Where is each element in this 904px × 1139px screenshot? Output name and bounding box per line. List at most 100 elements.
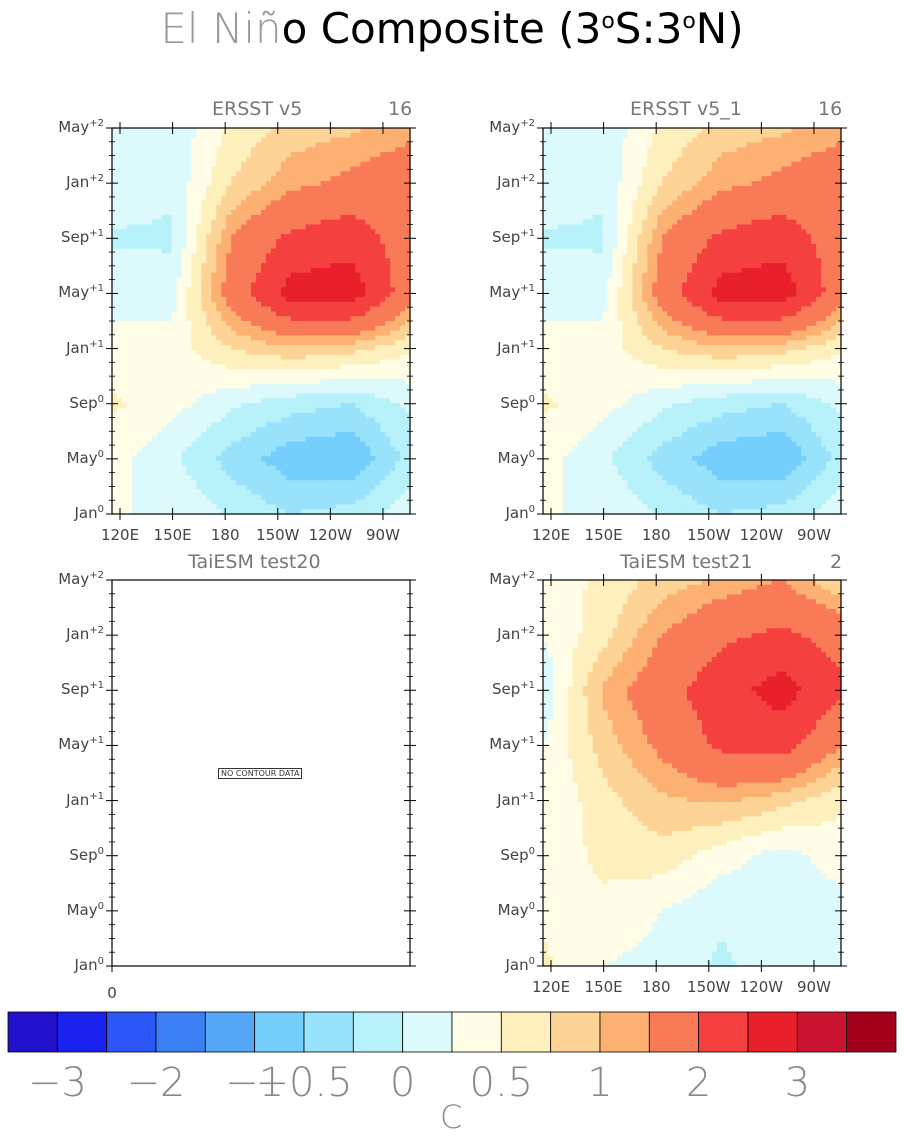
heatmap-cell: [166, 494, 173, 501]
heatmap-cell: [325, 509, 332, 515]
heatmap-cell: [136, 316, 143, 322]
heatmap-cell: [345, 489, 351, 496]
heatmap-cell: [305, 253, 312, 259]
heatmap-cell: [151, 335, 158, 341]
heatmap-cell: [355, 335, 361, 341]
heatmap-cell: [275, 296, 282, 303]
heatmap-cell: [251, 470, 257, 476]
heatmap-cell: [320, 219, 327, 226]
heatmap-cell: [375, 272, 381, 279]
heatmap-cell: [251, 128, 257, 134]
heatmap-cell: [211, 398, 217, 404]
heatmap-cell: [261, 248, 267, 255]
heatmap-cell: [121, 388, 128, 394]
heatmap-cell: [196, 383, 202, 390]
heatmap-cell: [126, 316, 133, 322]
heatmap-cell: [285, 156, 292, 163]
heatmap-cell: [335, 325, 342, 332]
heatmap-cell: [385, 345, 391, 351]
heatmap-cell: [405, 465, 411, 472]
heatmap-cell: [345, 456, 351, 462]
heatmap-cell: [400, 316, 406, 322]
heatmap-cell: [310, 403, 317, 409]
heatmap-cell: [652, 132, 658, 139]
heatmap-cell: [385, 441, 391, 448]
heatmap-cell: [385, 132, 391, 139]
heatmap-cell: [181, 480, 188, 486]
heatmap-cell: [275, 354, 282, 361]
heatmap-cell: [360, 277, 366, 283]
heatmap-cell: [181, 388, 188, 394]
heatmap-cell: [126, 456, 133, 462]
heatmap-cell: [335, 195, 342, 201]
heatmap-cell: [365, 128, 371, 134]
heatmap-cell: [112, 272, 118, 279]
heatmap-cell: [751, 132, 758, 139]
heatmap-cell: [191, 267, 198, 274]
heatmap-cell: [265, 210, 272, 216]
heatmap-cell: [206, 340, 212, 346]
heatmap-cell: [360, 359, 366, 366]
heatmap-cell: [181, 494, 188, 501]
heatmap-cell: [290, 436, 297, 443]
heatmap-cell: [196, 166, 202, 173]
heatmap-cell: [141, 176, 148, 182]
heatmap-cell: [176, 258, 183, 264]
heatmap-cell: [395, 364, 401, 370]
heatmap-cell: [355, 456, 361, 462]
heatmap-cell: [265, 171, 272, 177]
heatmap-cell: [315, 205, 322, 211]
heatmap-cell: [270, 137, 277, 144]
heatmap-cell: [405, 132, 411, 139]
heatmap-cell: [380, 354, 386, 361]
heatmap-cell: [350, 436, 356, 443]
heatmap-cell: [221, 340, 227, 346]
heatmap-cell: [216, 456, 222, 462]
heatmap-cell: [365, 219, 371, 226]
heatmap-cell: [261, 176, 267, 182]
heatmap-cell: [290, 374, 297, 380]
heatmap-cell: [181, 185, 188, 192]
heatmap-cell: [186, 499, 193, 505]
heatmap-cell: [325, 306, 332, 312]
heatmap-cell: [211, 369, 217, 375]
heatmap-cell: [265, 229, 272, 235]
heatmap-cell: [315, 166, 322, 173]
heatmap-cell: [166, 132, 173, 139]
heatmap-cell: [166, 142, 173, 148]
heatmap-cell: [216, 214, 222, 221]
heatmap-cell: [231, 128, 237, 134]
heatmap-cell: [305, 234, 312, 240]
heatmap-cell: [295, 345, 302, 351]
heatmap-cell: [365, 292, 371, 298]
heatmap-cell: [166, 441, 173, 448]
heatmap-cell: [206, 504, 212, 510]
heatmap-cell: [305, 422, 312, 428]
heatmap-cell: [196, 359, 202, 366]
heatmap-cell: [206, 248, 212, 255]
heatmap-cell: [236, 335, 242, 341]
heatmap-cell: [582, 132, 589, 139]
heatmap-cell: [385, 181, 391, 187]
heatmap-cell: [261, 436, 267, 443]
heatmap-cell: [270, 277, 277, 283]
heatmap-cell: [112, 258, 118, 264]
heatmap-cell: [280, 311, 287, 317]
heatmap-cell: [191, 253, 198, 259]
heatmap-cell: [285, 460, 292, 467]
heatmap-cell: [116, 494, 123, 501]
heatmap-cell: [136, 383, 143, 390]
heatmap-cell: [547, 132, 554, 139]
heatmap-cell: [300, 142, 307, 148]
heatmap-cell: [261, 359, 267, 366]
heatmap-cell: [270, 200, 277, 206]
heatmap-cell: [325, 137, 332, 144]
heatmap-cell: [201, 475, 207, 481]
heatmap-cell: [325, 171, 332, 177]
heatmap-cell: [256, 181, 262, 187]
heatmap-cell: [226, 137, 232, 144]
heatmap-cell: [156, 393, 163, 399]
heatmap-cell: [251, 147, 257, 153]
heatmap-cell: [231, 176, 237, 182]
heatmap-cell: [126, 166, 133, 173]
